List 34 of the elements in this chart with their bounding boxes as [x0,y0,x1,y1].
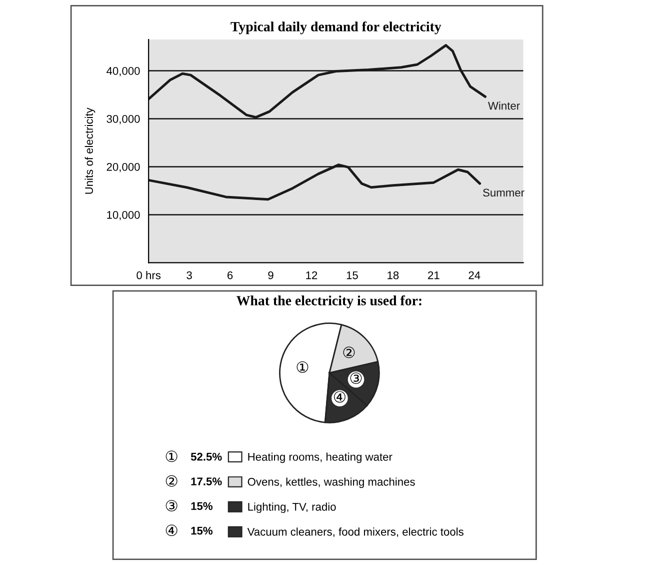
legend-label: Vacuum cleaners, food mixers, electric tools [247,528,464,538]
x-tick-label: 12 [306,271,318,280]
series-label: Summer [483,188,524,197]
x-tick-label: 21 [428,271,440,280]
text: ① [296,361,308,373]
x-tick-label: 24 [468,271,480,280]
y-tick-label: 30,000 [106,115,140,124]
y-axis-title: Units of electricity [84,108,96,194]
text: ③ [350,372,362,384]
x-tick-label: 18 [388,271,399,280]
text: ④ [334,391,346,403]
data-label: 52.5% [190,452,222,461]
chart-title: Typical daily demand for electricity [230,21,442,34]
text: ② [343,346,355,358]
chart-title: What the electricity is used for: [236,295,422,308]
x-tick-label: 15 [346,271,358,280]
y-tick-label: 10,000 [107,211,140,220]
x-tick-label: 0 hrs [136,271,161,280]
series-label: Winter [488,102,520,110]
y-tick-label: 20,000 [106,163,140,172]
x-tick-label: 9 [268,271,274,280]
text: ② [166,475,178,487]
legend-label: Lighting, TV, radio [248,502,336,513]
y-tick-label: 40,000 [106,67,140,76]
text: ③ [166,500,178,512]
legend-label: Heating rooms, heating water [248,452,392,463]
text: ④ [166,524,178,536]
data-label: 15% [191,502,213,510]
x-tick-label: 6 [228,271,233,280]
data-label: 15% [191,526,213,535]
text: ① [166,450,178,462]
x-tick-label: 3 [186,271,192,280]
data-label: 17.5% [191,477,222,486]
legend-label: Ovens, kettles, washing machines [248,478,415,488]
